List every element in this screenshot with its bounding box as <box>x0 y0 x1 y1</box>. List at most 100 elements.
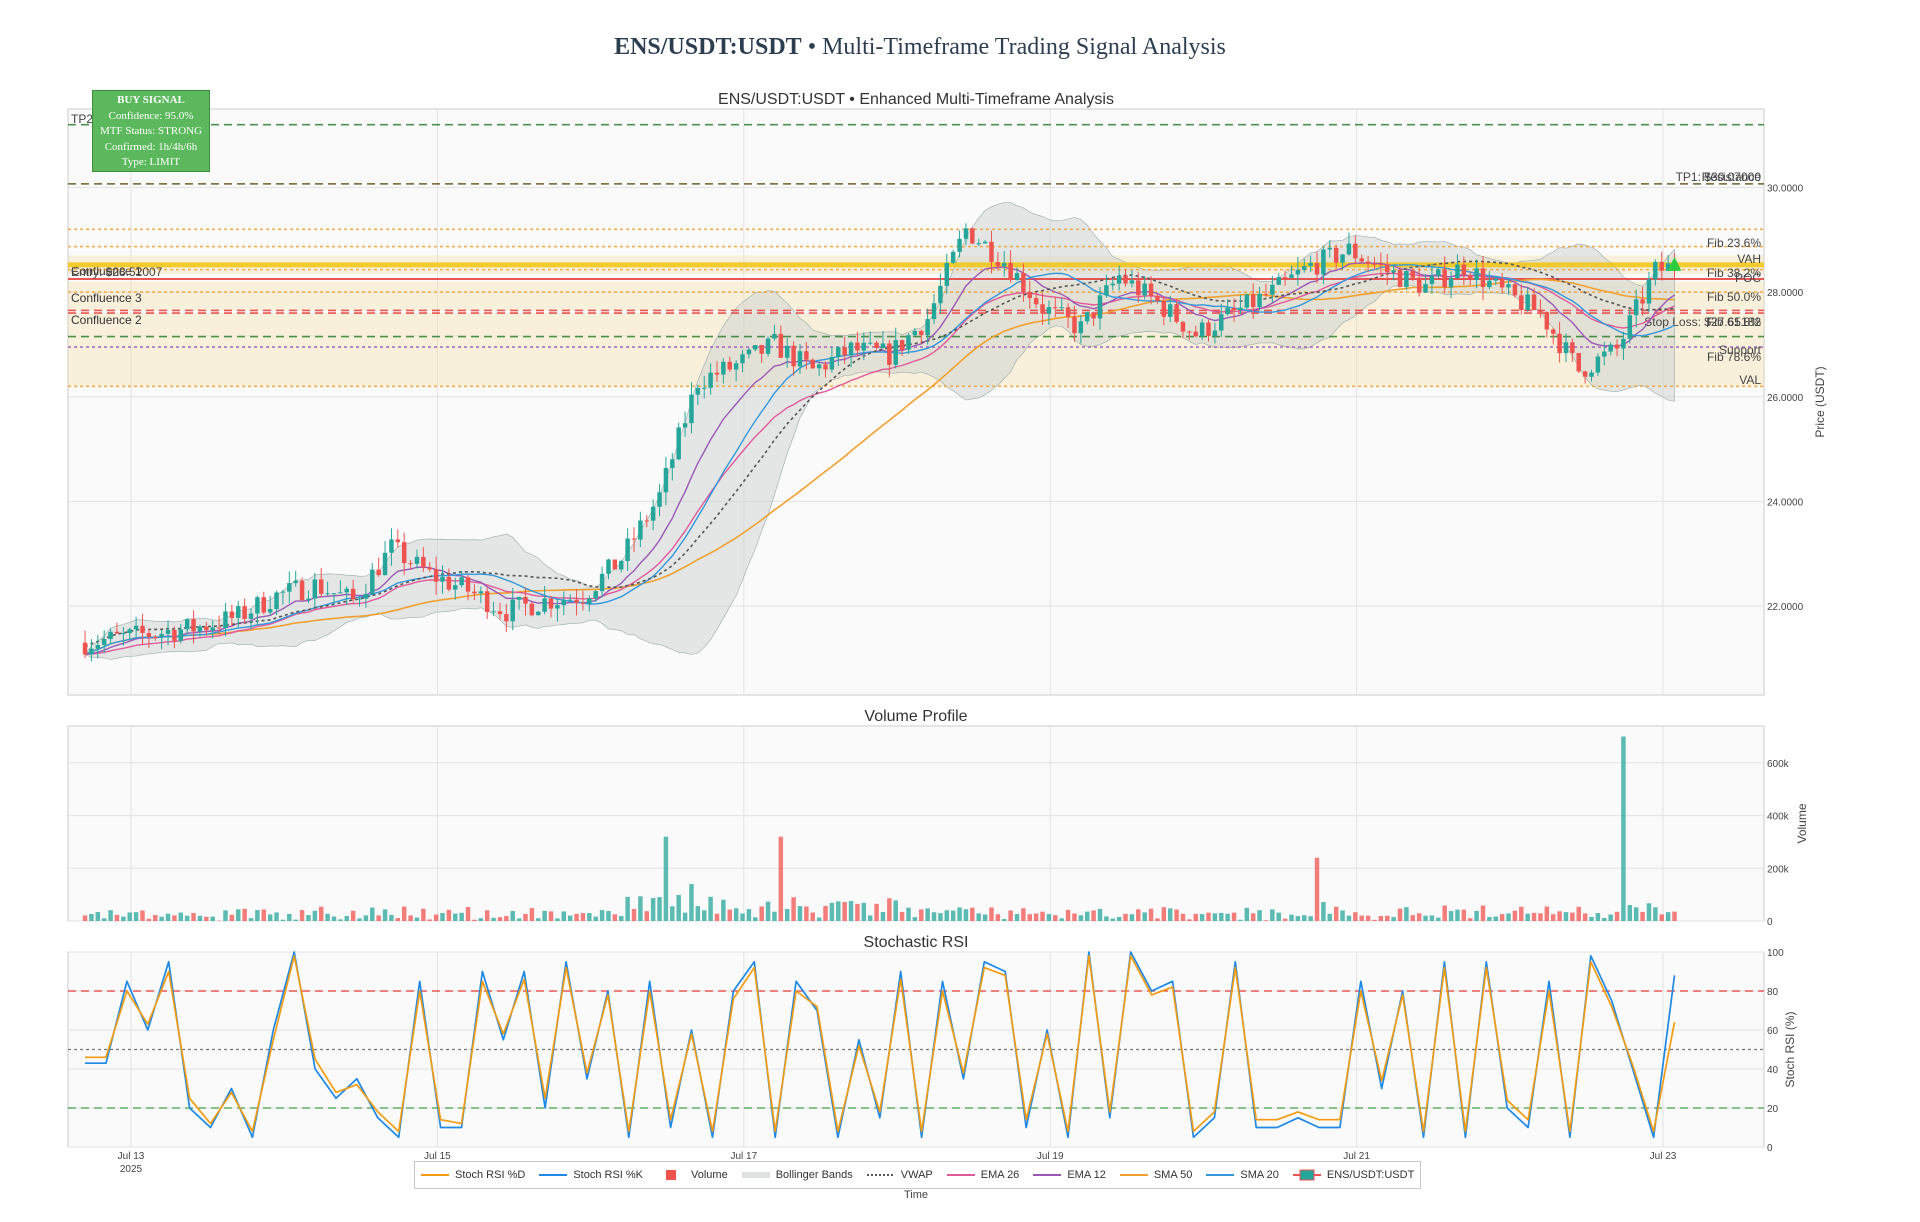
candle-body <box>1602 351 1607 357</box>
legend-item[interactable]: Stoch RSI %D <box>421 1169 525 1181</box>
candle-body <box>421 556 426 568</box>
volume-bar <box>1665 912 1671 921</box>
volume-bar <box>555 918 560 921</box>
volume-bar <box>1314 857 1320 921</box>
legend-item[interactable]: ENS/USDT:USDT <box>1292 1169 1414 1181</box>
candle-body <box>612 559 618 570</box>
volume-bar <box>350 910 356 921</box>
legend-swatch <box>866 1174 895 1176</box>
candle-body <box>1487 280 1492 288</box>
stoch-tick-label: 100 <box>1767 948 1784 959</box>
candle-body <box>114 631 120 634</box>
candle-body <box>248 613 254 619</box>
candle-body <box>165 629 171 634</box>
candle-body <box>370 569 375 594</box>
volume-bar <box>1199 914 1205 921</box>
candle-body <box>1263 293 1269 295</box>
candle-body <box>1148 283 1154 296</box>
candle-body <box>1238 307 1243 311</box>
volume-bar <box>848 900 854 921</box>
signal-confidence: Confidence: 95.0% <box>108 109 194 122</box>
candle-body <box>1404 271 1409 287</box>
volume-bar <box>561 911 567 921</box>
candle-body <box>944 262 950 286</box>
volume-bar <box>1282 918 1288 921</box>
volume-bar <box>925 908 930 921</box>
volume-bar <box>746 909 752 921</box>
volume-bar <box>1359 915 1364 921</box>
subplot-title-3: Stochastic RSI <box>864 934 969 951</box>
legend-item[interactable]: SMA 20 <box>1206 1169 1279 1181</box>
volume-bar <box>1021 908 1026 921</box>
candle-body <box>1321 249 1326 275</box>
legend-item[interactable]: VWAP <box>866 1169 933 1181</box>
candle-body <box>989 241 994 263</box>
price-tick-label: 28.0000 <box>1767 288 1804 299</box>
candle-body <box>867 342 873 344</box>
volume-bar <box>944 910 950 921</box>
volume-bar <box>874 903 879 921</box>
volume-bar <box>714 913 720 921</box>
volume-bar <box>753 917 758 921</box>
zone-label: Confluence 1 <box>71 264 142 278</box>
panel-bg-2 <box>67 725 1765 922</box>
candle-body <box>797 351 803 367</box>
volume-bar <box>1187 919 1192 921</box>
candle-body <box>133 625 139 630</box>
volume-bar <box>1110 918 1115 921</box>
volume-bar <box>1116 916 1122 921</box>
candle-body <box>1180 321 1186 332</box>
candle-body <box>1282 277 1288 279</box>
candle-body <box>701 387 707 389</box>
volume-bar <box>1002 919 1007 921</box>
volume-bar <box>159 916 164 921</box>
candle-body <box>1538 310 1543 313</box>
candle-body <box>1372 263 1377 265</box>
candle-body <box>765 338 771 354</box>
candle-body <box>1002 263 1007 267</box>
volume-bar <box>1257 910 1262 921</box>
candle-body <box>1302 266 1307 270</box>
candle-body <box>1078 321 1084 334</box>
candle-body <box>919 330 924 336</box>
volume-bar <box>1276 912 1281 921</box>
candle-body <box>306 598 311 601</box>
volume-bar <box>1212 913 1218 921</box>
stoch-axis-label: Stoch RSI (%) <box>1783 1011 1797 1087</box>
candle-body <box>625 538 630 562</box>
volume-bar <box>861 902 867 921</box>
candle-body <box>816 364 822 369</box>
volume-bar <box>906 907 911 921</box>
candle-body <box>995 262 1001 267</box>
candle-body <box>280 591 286 593</box>
legend-item[interactable]: Volume <box>657 1169 728 1181</box>
volume-bar <box>1289 914 1294 921</box>
legend-item[interactable]: Stoch RSI %K <box>539 1169 643 1181</box>
candle-body <box>1123 275 1128 284</box>
candle-body <box>1531 294 1537 311</box>
volume-bar <box>376 915 381 921</box>
volume-bar <box>1046 914 1052 921</box>
legend-label: SMA 20 <box>1240 1169 1279 1181</box>
candle-body <box>1653 261 1658 280</box>
volume-bar <box>229 914 235 921</box>
stoch-tick-label: 40 <box>1767 1065 1779 1076</box>
volume-bar <box>523 913 528 921</box>
volume-bar <box>1602 917 1607 921</box>
candle-body <box>127 629 132 634</box>
volume-bar <box>1053 915 1058 921</box>
candle-body <box>1295 269 1301 275</box>
candle-body <box>1116 275 1122 284</box>
volume-bar <box>1167 908 1173 921</box>
legend-item[interactable]: EMA 12 <box>1033 1169 1106 1181</box>
legend-item[interactable]: EMA 26 <box>946 1169 1019 1181</box>
volume-bar <box>1455 909 1460 921</box>
volume-bar <box>1097 908 1103 921</box>
candle-body <box>842 347 847 356</box>
legend-item[interactable]: SMA 50 <box>1119 1169 1192 1181</box>
volume-bar <box>912 917 918 921</box>
volume-bar <box>95 912 101 921</box>
legend-item[interactable]: Bollinger Bands <box>741 1169 853 1181</box>
candle-body <box>1506 284 1511 288</box>
candle-body <box>593 591 598 599</box>
